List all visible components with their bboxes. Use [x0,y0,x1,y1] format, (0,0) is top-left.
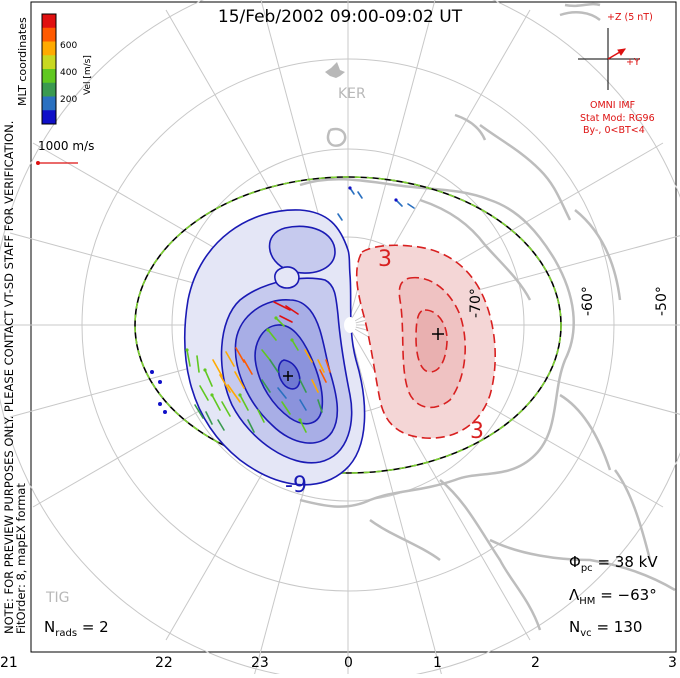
plot-title: 15/Feb/2002 09:00-09:02 UT [217,7,463,27]
colorbar-segment [42,41,56,56]
coordinates-label: MLT coordinates [16,17,29,106]
vector-scale-label: 1000 m/s [38,139,95,153]
colorbar-segment [42,82,56,97]
potential-max-marker [432,328,444,340]
positive-cell [355,244,496,439]
imf-source: OMNI IMF [590,100,636,111]
pos-contour-3 [415,309,448,373]
colorbar-tick-400: 400 [60,68,77,78]
mlt-label-22: 22 [155,655,173,671]
pos-contour-label-bottom: 3 [470,419,484,444]
colorbar-label: Vel [m/s] [83,55,93,95]
neg-contour-small [274,266,300,289]
colorbar [42,14,56,125]
hm-boundary [134,176,562,474]
mlt-label-21: 21 [0,655,18,671]
colorbar-tick-200: 200 [60,95,77,105]
station-tig: TIG [45,590,70,606]
plot-border [30,1,677,653]
colorbar-segment [42,55,56,70]
imf-condition: By-, 0<BT<4 [583,125,645,136]
mlt-label-1: 1 [433,655,442,671]
colorbar-segment [42,96,56,111]
imf-y-label: +Y [626,57,640,68]
ker-island [325,62,345,78]
fit-order-label: FitOrder: 8, mapEX format [14,483,28,634]
neg-contour-top [268,225,336,274]
potential-min-marker [283,371,293,381]
stat-phi-pc: Φpc = 38 kV [569,553,658,574]
mlt-label-0: 0 [344,655,353,671]
pos-contour-label-top: 3 [378,247,392,272]
colorbar-tick-600: 600 [60,41,77,51]
lat-label-60: -60° [580,286,596,316]
colorbar-segment [42,27,56,42]
negative-cell [183,209,366,486]
mlt-label-2: 2 [531,655,540,671]
station-ker: KER [338,86,366,102]
neg-contour-label: -9 [285,473,307,498]
stat-lambda-hm: ΛHM = −63° [569,586,657,607]
stat-n-rads: Nrads = 2 [44,618,109,639]
velocity-vectors [150,186,415,433]
imf-model: Stat Mod: RG96 [580,113,655,124]
mlt-label-3: 3 [668,655,677,671]
lat-label-50: -50° [654,286,670,316]
stat-n-vc: Nvc = 130 [569,618,643,639]
imf-z-label: +Z (5 nT) [607,12,653,23]
neg-contour-5 [277,359,301,390]
mlt-label-23: 23 [251,655,269,671]
colorbar-border [41,13,57,125]
pole-gap [344,317,356,333]
colorbar-segment [42,69,56,84]
colorbar-segment [42,110,56,125]
lat-label-70: -70° [468,288,484,318]
imf-clock [578,28,640,90]
colorbar-segment [42,14,56,29]
vector-scale-arrow [36,161,78,165]
